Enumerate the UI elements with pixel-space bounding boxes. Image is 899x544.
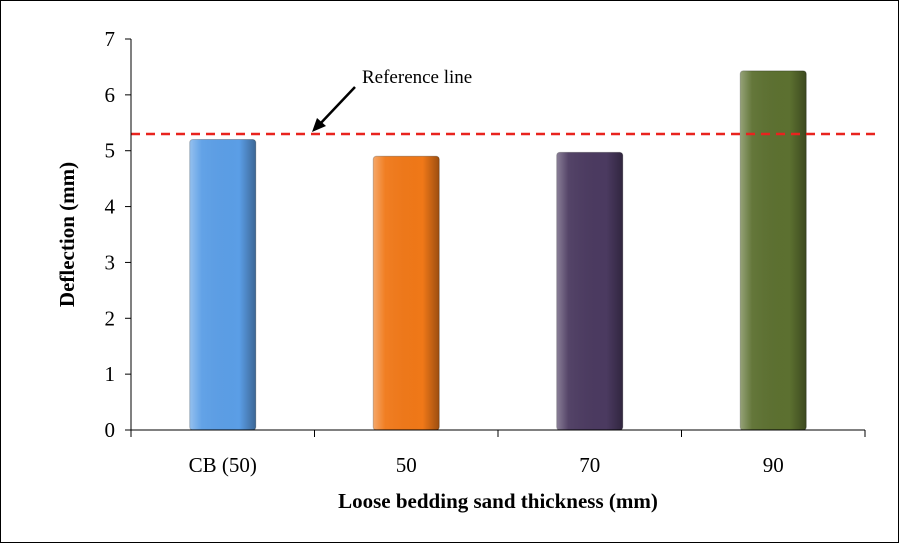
x-tick-label: CB (50) <box>189 453 257 477</box>
x-axis-ticks: CB (50) 50 70 90 <box>130 430 866 477</box>
x-tick-label: 90 <box>763 453 784 477</box>
x-axis-title: Loose bedding sand thickness (mm) <box>338 489 658 513</box>
x-tick-label: 70 <box>579 453 600 477</box>
reference-arrow-head <box>312 118 326 132</box>
bar <box>739 70 807 431</box>
y-tick-label: 5 <box>105 139 116 163</box>
y-tick-label: 4 <box>105 195 116 219</box>
y-tick-label: 2 <box>105 306 116 330</box>
bar <box>556 151 624 431</box>
y-tick-label: 3 <box>105 250 116 274</box>
x-tick-label: 50 <box>396 453 417 477</box>
reference-line-group <box>131 86 881 136</box>
y-axis-ticks: 0 1 2 3 4 5 6 7 <box>105 27 131 442</box>
y-tick-label: 0 <box>105 418 116 442</box>
bar <box>189 139 257 431</box>
bar-bevel <box>373 156 440 431</box>
y-axis-title: Deflection (mm) <box>55 162 79 307</box>
y-tick-label: 6 <box>105 83 116 107</box>
bar <box>372 155 440 431</box>
bars <box>189 70 807 431</box>
y-tick-label: 7 <box>105 27 116 51</box>
bar-bevel <box>189 139 256 431</box>
bar-bevel <box>740 70 807 431</box>
y-tick-label: 1 <box>105 362 116 386</box>
reference-arrow-shaft <box>318 86 356 126</box>
bar-bevel <box>556 152 623 430</box>
reference-line-label: Reference line <box>362 67 472 88</box>
